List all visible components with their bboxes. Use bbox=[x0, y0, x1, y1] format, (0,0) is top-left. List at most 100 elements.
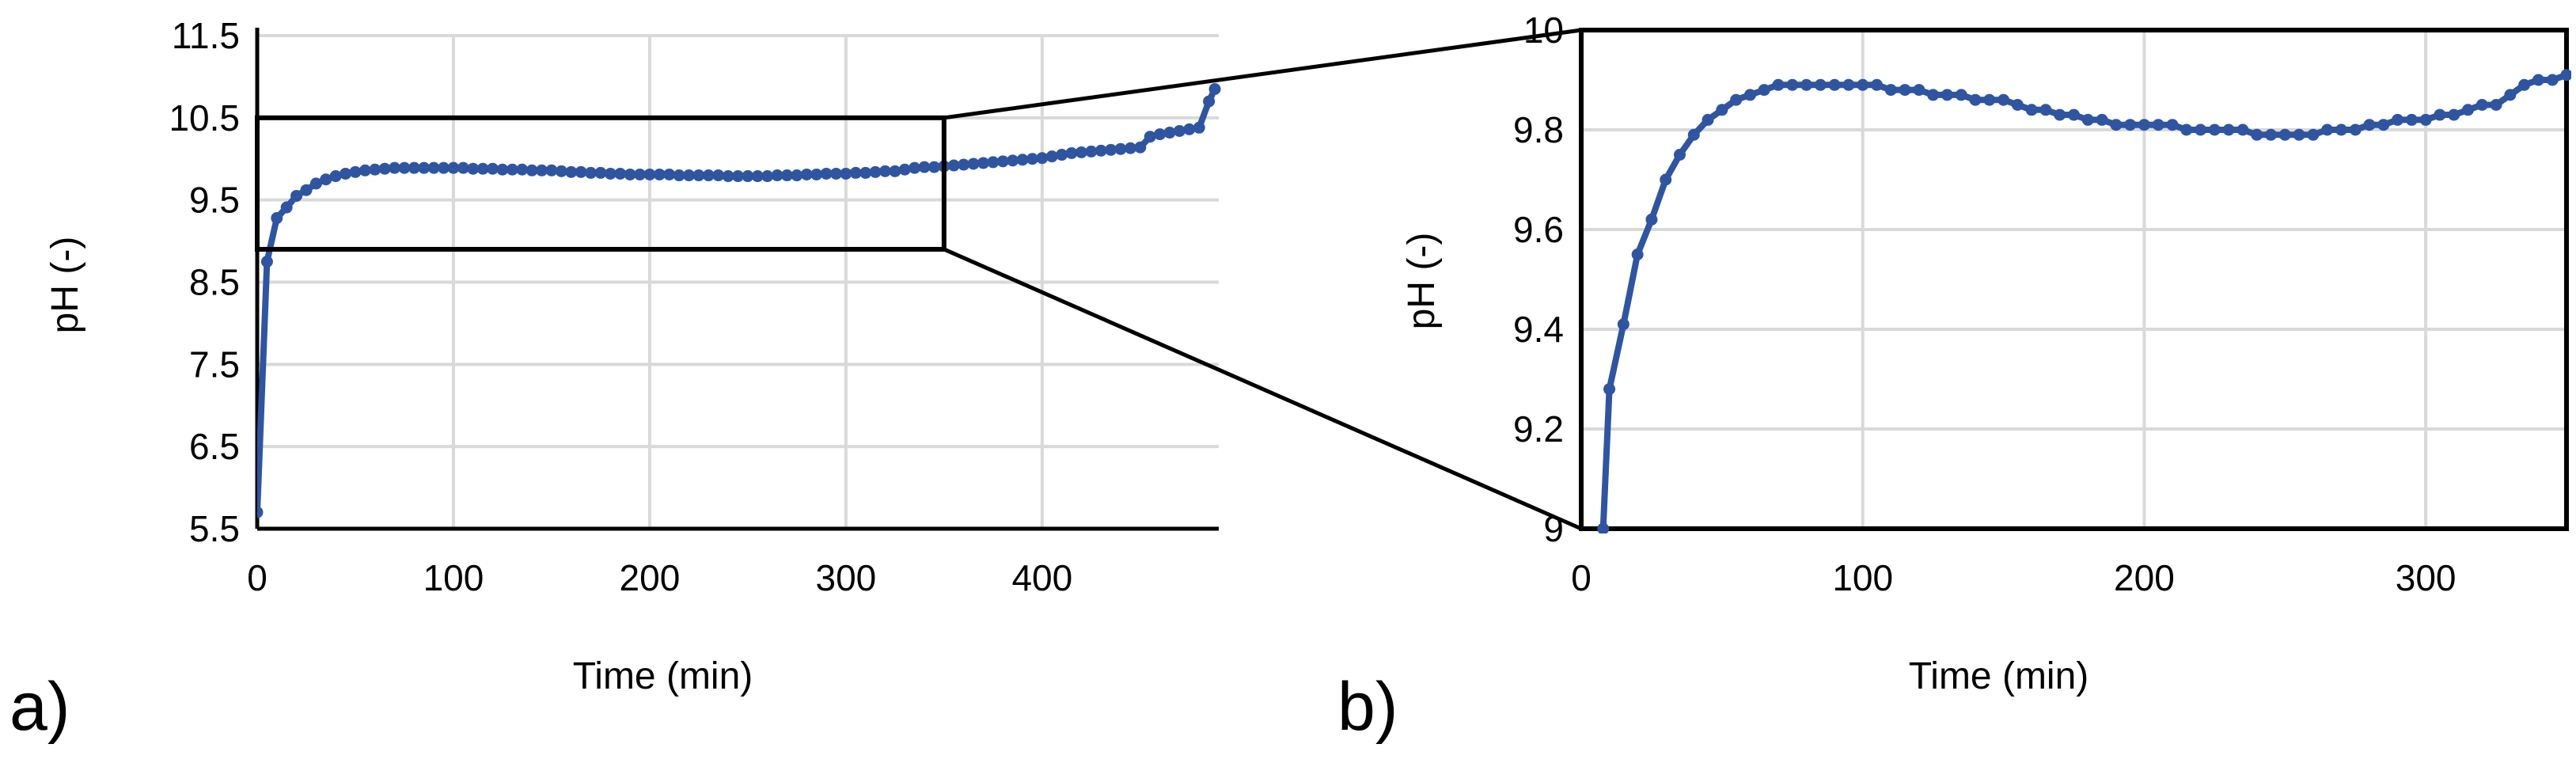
x-axis-title: Time (min) bbox=[1909, 655, 2089, 697]
data-point bbox=[1814, 78, 1827, 91]
data-point bbox=[487, 162, 499, 175]
data-point bbox=[1871, 78, 1883, 91]
data-point bbox=[2504, 89, 2517, 101]
data-point bbox=[751, 170, 764, 183]
y-tick-label: 5.5 bbox=[189, 508, 240, 549]
y-tick-label: 10.5 bbox=[169, 97, 240, 139]
y-tick-label: 11.5 bbox=[172, 15, 240, 56]
data-point bbox=[536, 164, 548, 177]
data-point bbox=[2251, 128, 2263, 141]
data-point bbox=[1828, 78, 1841, 91]
data-point bbox=[712, 169, 725, 182]
data-point bbox=[2462, 104, 2474, 116]
data-point bbox=[555, 165, 567, 177]
data-point bbox=[1597, 522, 1610, 533]
data-point bbox=[457, 161, 469, 174]
data-point bbox=[643, 168, 656, 180]
panel-b-label: b) bbox=[1337, 669, 1398, 745]
data-point bbox=[1758, 84, 1770, 97]
data-point bbox=[1772, 78, 1785, 91]
y-tick-label: 9.6 bbox=[1513, 209, 1564, 250]
series-line bbox=[1599, 71, 2570, 532]
data-point bbox=[928, 161, 940, 173]
data-point bbox=[2532, 74, 2544, 86]
data-point bbox=[1208, 82, 1221, 95]
data-point bbox=[1036, 152, 1049, 165]
data-point bbox=[653, 168, 666, 180]
data-point bbox=[1114, 142, 1127, 155]
data-point bbox=[2110, 119, 2123, 131]
series-group bbox=[1597, 69, 2571, 533]
data-point bbox=[260, 256, 273, 268]
x-tick-label: 300 bbox=[816, 557, 877, 598]
data-point bbox=[2166, 119, 2179, 131]
y-tick-label: 9.5 bbox=[189, 180, 240, 221]
data-point bbox=[398, 161, 411, 174]
zoom-connector-bottom bbox=[943, 247, 1583, 531]
y-tick-label: 8.5 bbox=[189, 262, 240, 303]
data-point bbox=[800, 168, 813, 180]
data-point bbox=[418, 161, 431, 174]
data-point bbox=[2560, 69, 2571, 82]
data-point bbox=[918, 161, 931, 173]
data-point bbox=[1716, 104, 1728, 116]
y-tick-label: 9.2 bbox=[1513, 408, 1564, 450]
zoom-box bbox=[255, 115, 947, 252]
data-point bbox=[1660, 173, 1672, 186]
data-point bbox=[1183, 123, 1196, 135]
data-point bbox=[320, 173, 332, 186]
data-point bbox=[1173, 124, 1186, 137]
data-point bbox=[810, 168, 823, 180]
data-point bbox=[1045, 150, 1058, 163]
data-point bbox=[820, 167, 833, 180]
data-point bbox=[2349, 123, 2362, 136]
data-point bbox=[1645, 213, 1658, 226]
data-point bbox=[359, 164, 371, 177]
data-point bbox=[987, 156, 1000, 169]
data-point bbox=[2025, 104, 2038, 116]
data-point bbox=[996, 155, 1009, 168]
data-point bbox=[673, 169, 685, 182]
data-point bbox=[1730, 93, 1743, 106]
y-tick-label: 9.4 bbox=[1513, 309, 1564, 350]
x-tick-label: 400 bbox=[1011, 557, 1072, 598]
plot-frame bbox=[1579, 28, 2569, 531]
data-point bbox=[692, 169, 705, 182]
data-point bbox=[958, 158, 970, 171]
data-point bbox=[1007, 154, 1019, 167]
data-point bbox=[2335, 123, 2347, 136]
data-point bbox=[2405, 113, 2418, 126]
y-tick-label: 9.8 bbox=[1513, 109, 1564, 150]
zoom-connectors bbox=[255, 28, 1583, 531]
chart-a: 5.5 6.5 7.5 8.5 9.5 10.5 11.5 0 100 200 300 400 Time… bbox=[44, 15, 1221, 697]
data-point bbox=[2377, 119, 2390, 131]
x-tick-label: 200 bbox=[620, 557, 681, 598]
data-point bbox=[2434, 108, 2446, 121]
data-point bbox=[1997, 93, 2010, 106]
data-point bbox=[2011, 99, 2024, 111]
x-tick-label: 0 bbox=[1571, 557, 1592, 598]
data-point bbox=[2124, 119, 2137, 131]
data-point bbox=[2321, 123, 2334, 136]
data-point bbox=[780, 169, 793, 182]
data-point bbox=[1674, 149, 1686, 161]
x-axis-title: Time (min) bbox=[573, 655, 753, 697]
data-point bbox=[889, 165, 901, 177]
data-point bbox=[369, 163, 381, 176]
data-point bbox=[1603, 383, 1616, 396]
data-point bbox=[1085, 145, 1098, 158]
data-point bbox=[663, 168, 676, 180]
data-point bbox=[2222, 123, 2235, 136]
x-tick-label: 0 bbox=[247, 557, 267, 598]
data-point bbox=[257, 506, 264, 518]
data-point bbox=[840, 167, 852, 180]
y-tick-label: 6.5 bbox=[189, 426, 240, 467]
data-point bbox=[2278, 128, 2291, 141]
data-point bbox=[389, 161, 401, 174]
data-point bbox=[859, 166, 872, 179]
data-point bbox=[634, 168, 647, 180]
data-point bbox=[1124, 142, 1136, 154]
data-point bbox=[1105, 143, 1117, 156]
data-point bbox=[1026, 153, 1038, 165]
y-tick-label: 7.5 bbox=[189, 344, 240, 385]
